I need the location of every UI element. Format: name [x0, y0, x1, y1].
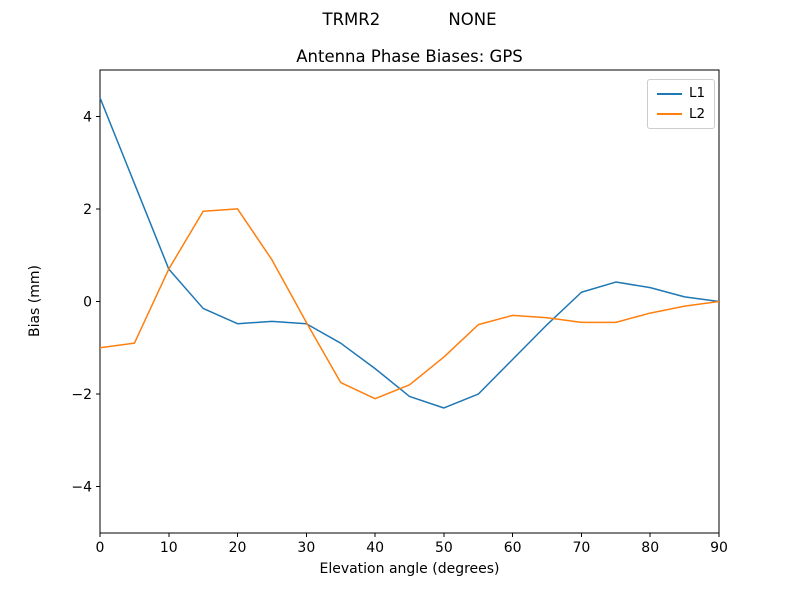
x-tick-label: 80	[641, 540, 659, 556]
legend-item-l2: L2	[657, 105, 706, 122]
x-tick-label: 60	[504, 540, 522, 556]
plot-border	[99, 69, 720, 534]
series-line-l1	[99, 97, 720, 409]
legend-label-l2: L2	[689, 105, 706, 122]
x-axis-label: Elevation angle (degrees)	[319, 561, 500, 577]
l2-line-swatch	[657, 113, 682, 116]
y-tick-label: −2	[71, 387, 92, 403]
legend-item-l1: L1	[657, 85, 706, 101]
x-tick-label: 70	[573, 540, 591, 556]
l1-line-swatch	[657, 92, 682, 95]
y-axis-label: Bias (mm)	[27, 264, 43, 338]
legend-label-l1: L1	[689, 85, 706, 101]
legend: L1 L2	[647, 79, 716, 129]
x-tick-label: 90	[710, 540, 728, 556]
x-tick-label: 50	[435, 540, 453, 556]
x-tick-label: 0	[96, 540, 105, 556]
x-tick-label: 10	[160, 540, 178, 556]
y-tick-label: 0	[83, 295, 92, 311]
x-tick-label: 20	[229, 540, 247, 556]
chart-title: Antenna Phase Biases: GPS	[296, 47, 523, 66]
chart-suptitle: TRMR2 NONE	[322, 10, 497, 29]
series-line-l2	[99, 208, 720, 400]
y-tick-label: 2	[83, 202, 92, 218]
x-tick-label: 40	[366, 540, 384, 556]
y-tick-label: −4	[71, 480, 92, 496]
x-tick-label: 30	[297, 540, 315, 556]
y-tick-label: 4	[83, 109, 92, 125]
